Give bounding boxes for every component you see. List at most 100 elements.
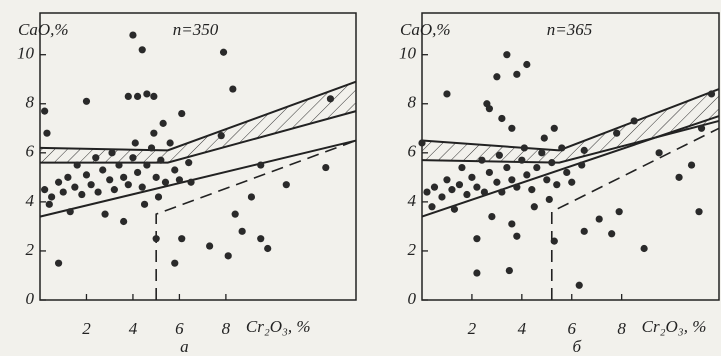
- data-point: [498, 188, 506, 196]
- data-point: [613, 129, 621, 137]
- data-point: [133, 168, 142, 177]
- data-point: [229, 85, 237, 93]
- y-tick-label: 8: [26, 93, 35, 112]
- x-tick-label: 8: [222, 319, 231, 338]
- annotation: n=365: [547, 20, 592, 39]
- data-point: [78, 190, 86, 199]
- data-point: [217, 132, 225, 140]
- data-point: [655, 149, 663, 157]
- data-point: [687, 161, 696, 169]
- data-point: [54, 178, 63, 186]
- data-point: [418, 139, 426, 147]
- data-point: [503, 51, 511, 59]
- data-point: [513, 183, 521, 191]
- data-point: [508, 176, 516, 184]
- data-point: [450, 205, 459, 213]
- data-point: [238, 227, 246, 235]
- panel-label: а: [180, 337, 189, 356]
- data-point: [140, 200, 149, 208]
- y-tick-label: 2: [408, 240, 417, 259]
- data-point: [528, 186, 536, 194]
- data-point: [438, 193, 446, 201]
- data-point: [264, 244, 272, 253]
- data-point: [175, 176, 184, 184]
- data-point: [568, 178, 576, 186]
- data-point: [640, 244, 648, 253]
- y-axis-label: CaO,%: [400, 20, 451, 39]
- data-point: [513, 70, 521, 78]
- data-point: [455, 181, 464, 189]
- data-point: [131, 139, 139, 147]
- data-point: [231, 210, 239, 218]
- y-tick-label: 6: [408, 142, 417, 161]
- data-point: [580, 146, 588, 154]
- dashed-boundary: [550, 127, 720, 300]
- data-point: [322, 163, 330, 172]
- data-point: [550, 124, 558, 132]
- data-point: [110, 186, 118, 194]
- hatched-band: [422, 89, 719, 163]
- data-point: [478, 156, 486, 164]
- data-point: [553, 181, 561, 189]
- data-point: [520, 144, 528, 152]
- data-point: [73, 161, 81, 169]
- data-point: [150, 129, 158, 137]
- data-point: [480, 188, 488, 196]
- data-point: [166, 139, 174, 147]
- data-point: [675, 173, 683, 181]
- x-tick-label: 2: [82, 319, 91, 338]
- data-point: [545, 195, 553, 204]
- data-point: [488, 212, 496, 221]
- data-point: [41, 186, 49, 194]
- data-point: [129, 154, 137, 162]
- data-point: [523, 171, 531, 179]
- data-point: [473, 183, 481, 191]
- data-point: [147, 144, 156, 152]
- data-point: [326, 95, 335, 103]
- data-point: [493, 178, 501, 186]
- data-point: [548, 159, 556, 167]
- data-point: [150, 92, 158, 101]
- y-tick-label: 10: [399, 44, 417, 63]
- data-point: [523, 60, 531, 69]
- x-tick-label: 6: [567, 319, 576, 338]
- data-point: [630, 117, 638, 125]
- data-point: [518, 156, 526, 164]
- data-point: [505, 266, 513, 275]
- data-point: [473, 235, 481, 243]
- data-point: [443, 176, 451, 184]
- data-point: [120, 173, 128, 181]
- data-point: [87, 181, 95, 189]
- data-point: [143, 161, 151, 169]
- data-point: [247, 193, 256, 201]
- data-point: [508, 124, 516, 132]
- data-point: [171, 259, 179, 267]
- panel-label: б: [572, 337, 581, 356]
- data-point: [533, 163, 541, 172]
- band-lower: [40, 110, 357, 164]
- data-point: [64, 173, 72, 181]
- data-point: [120, 217, 128, 226]
- data-point: [485, 168, 493, 177]
- data-point: [707, 90, 716, 98]
- data-point: [458, 163, 466, 172]
- data-point: [152, 173, 160, 181]
- data-point: [423, 188, 431, 196]
- data-point: [608, 230, 616, 238]
- data-point: [129, 31, 137, 39]
- data-point: [463, 190, 471, 199]
- annotation: n=350: [173, 20, 219, 39]
- data-point: [206, 242, 214, 250]
- data-point: [219, 48, 228, 56]
- data-point: [257, 161, 265, 169]
- data-point: [615, 208, 623, 216]
- data-point: [82, 171, 91, 179]
- y-tick-label: 10: [17, 44, 35, 63]
- data-point: [513, 232, 521, 240]
- data-point: [538, 149, 546, 157]
- data-point: [495, 151, 503, 159]
- data-point: [178, 109, 186, 118]
- data-point: [563, 168, 571, 177]
- data-point: [530, 203, 538, 211]
- data-point: [133, 92, 142, 101]
